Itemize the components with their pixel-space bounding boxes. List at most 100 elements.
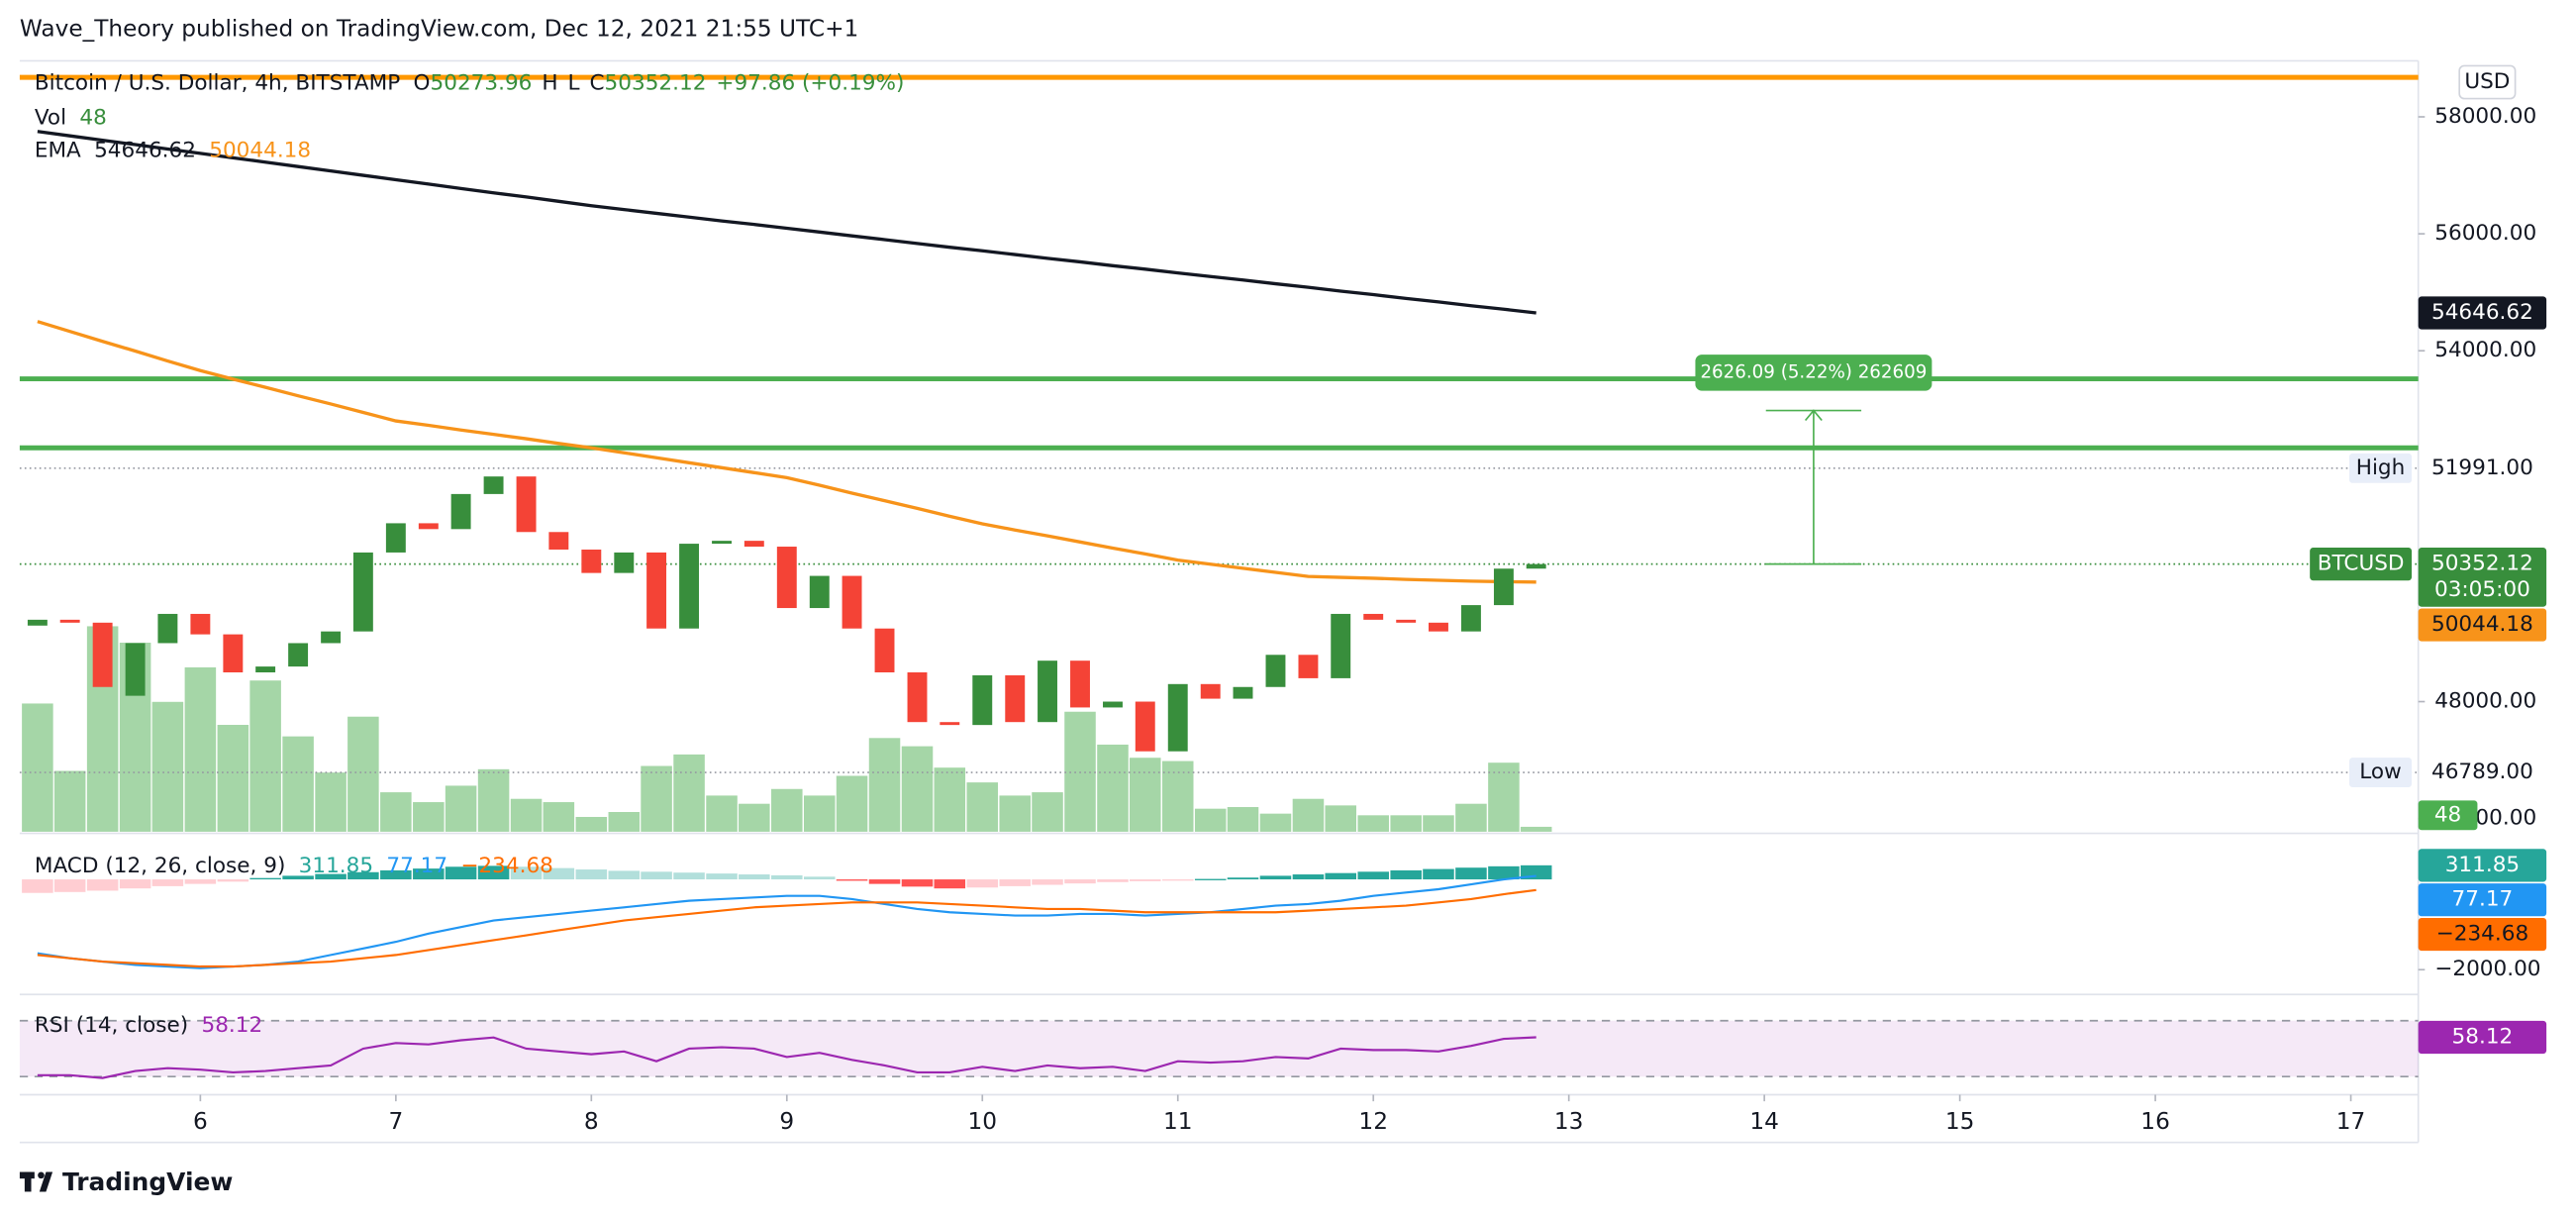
x-tick-label: 16 [2140, 1108, 2170, 1135]
candle-body [581, 549, 602, 573]
macd-histogram-bar [1390, 869, 1422, 880]
high-tag-box [2348, 453, 2413, 483]
countdown: 03:05:00 [2434, 577, 2530, 602]
ohlc-letter: C [589, 71, 604, 96]
candle-body [1526, 563, 1546, 569]
volume-bar [543, 802, 575, 832]
macd-histogram-bar [282, 875, 314, 880]
candle-body [27, 619, 48, 626]
macd-histogram-bar [608, 870, 641, 880]
candle-body [1200, 683, 1221, 699]
macd-histogram-bar [543, 867, 575, 880]
macd-histogram-bar [673, 872, 705, 880]
volume-bar [1423, 815, 1454, 832]
legend-ema: EMA 54646.62 50044.18 [35, 139, 311, 163]
legend-rsi: RSI (14, close) 58.12 [35, 1013, 262, 1038]
ema-line [37, 320, 1536, 584]
candle-body [1331, 613, 1351, 678]
legend-volume: Vol 48 [35, 106, 107, 131]
volume-bar [836, 775, 868, 832]
ohlc-letter: O [414, 71, 431, 96]
macd-histogram-bar [151, 879, 184, 886]
macd-histogram-bar [1032, 879, 1063, 885]
candle-body [418, 523, 439, 530]
volume-bar [1259, 813, 1292, 832]
y-tick-label: 56000.00 [2434, 221, 2536, 246]
macd-histogram-bar [999, 879, 1032, 886]
candle-body [646, 552, 667, 629]
candle-body [1363, 613, 1384, 620]
rsi-label: 58.12 [2452, 1025, 2514, 1050]
candle-body [288, 643, 309, 667]
brand: TradingView [62, 1167, 233, 1196]
candle-body [548, 532, 569, 550]
candle-body [1265, 655, 1286, 687]
macd-histogram-bar [575, 869, 608, 880]
macd-histogram-bar [641, 871, 672, 880]
macd-histogram-bar [868, 879, 901, 884]
candle-body [776, 547, 797, 609]
ohlc-value: 50273.96 [431, 71, 533, 96]
symbol-tag-box [2310, 548, 2413, 581]
candle-body [1298, 655, 1319, 678]
macd-histogram-bar [706, 873, 738, 880]
candle-body [450, 493, 471, 530]
volume-bar [477, 768, 510, 832]
high-tag: High [2356, 456, 2406, 480]
volume-bar [184, 666, 217, 832]
volume-bar [1292, 798, 1325, 832]
macd-histogram-bar [413, 868, 445, 880]
volume-bar [1194, 808, 1227, 832]
candle-body [223, 634, 244, 672]
macd-histogram-bar [739, 874, 770, 880]
candle-body [907, 671, 928, 723]
ema-slow-label-box [2418, 296, 2547, 330]
macd-histogram-bar [1325, 872, 1356, 880]
macd-histogram-bar [1423, 868, 1454, 880]
volume-bar [282, 736, 314, 832]
last-price-label: 50352.12 [2431, 552, 2533, 576]
volume-label: 48 [2434, 802, 2461, 827]
volume-bar [347, 716, 379, 832]
candle-body [157, 613, 178, 644]
volume-bar [1097, 744, 1129, 832]
ema-slow-label: 54646.62 [2431, 300, 2533, 325]
volume-bar [901, 746, 934, 832]
ohlc-letter: L [568, 71, 580, 96]
candle-body [874, 628, 895, 672]
macd-histogram-bar [1455, 867, 1487, 880]
x-tick-label: 7 [388, 1108, 403, 1135]
x-tick-label: 11 [1163, 1108, 1193, 1135]
candle-body [92, 622, 113, 687]
volume-bar [151, 701, 184, 832]
macd-histogram-bar [1357, 871, 1389, 880]
candle-body [809, 575, 830, 609]
volume-bar [575, 816, 608, 832]
volume-bar [413, 802, 445, 832]
macd-histogram-bar [22, 879, 53, 893]
logo-part [39, 1171, 53, 1192]
macd-line [37, 874, 1536, 969]
volume-bar [1390, 815, 1422, 832]
macd-histogram-bar [1259, 875, 1292, 880]
ema-name: EMA [35, 139, 81, 163]
symbol: Bitcoin / U.S. Dollar, 4h, BITSTAMP [35, 71, 400, 96]
candle-body [1493, 568, 1514, 606]
candle-body [1103, 701, 1123, 708]
macd-histogram-bar [477, 865, 510, 880]
volume-bar [1129, 758, 1161, 832]
volume-bar [999, 795, 1032, 832]
candle-body [516, 476, 537, 533]
y-tick-label: 58000.00 [2434, 104, 2536, 129]
volume-bar [934, 767, 966, 832]
candle-body [1233, 686, 1253, 699]
macd-histogram-bar [315, 873, 347, 880]
candle-body [190, 613, 211, 635]
volume-bar [1520, 826, 1552, 832]
candle-body [352, 552, 373, 632]
macd-histogram-bar [804, 876, 836, 880]
candle-body [385, 523, 406, 553]
volume-bar [1455, 803, 1487, 832]
y-tick-label: 54000.00 [2434, 338, 2536, 362]
macd-histogram-bar [1161, 879, 1194, 881]
